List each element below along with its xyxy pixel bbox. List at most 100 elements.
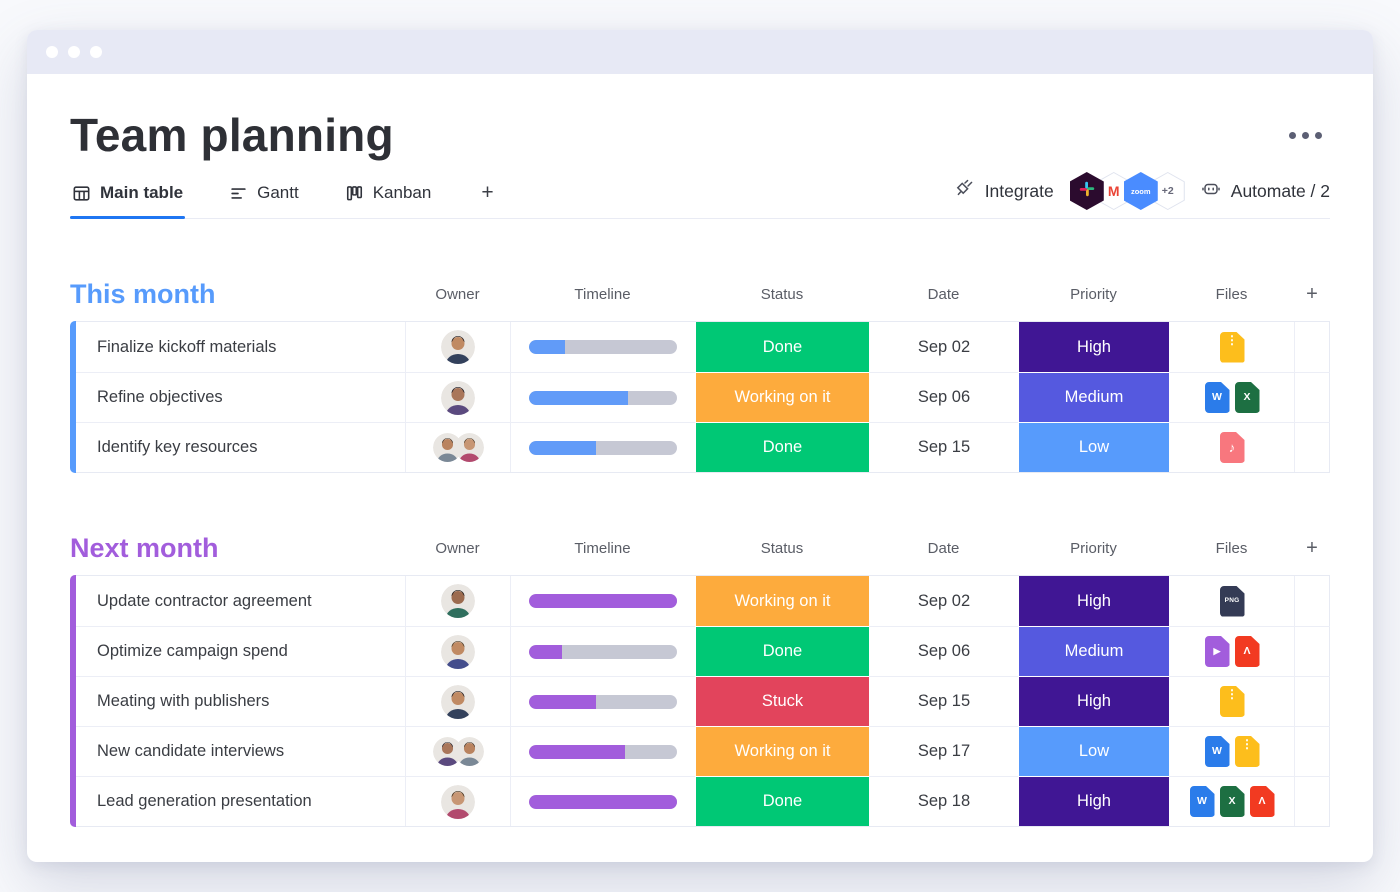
status-chip[interactable]: Done	[695, 626, 869, 676]
board-menu-button[interactable]	[1281, 122, 1330, 149]
word-file-icon[interactable]: W	[1189, 786, 1215, 817]
date-cell[interactable]: Sep 02	[869, 322, 1018, 372]
status-chip[interactable]: Done	[695, 422, 869, 472]
owner-cell[interactable]	[405, 576, 510, 626]
tab-main-table[interactable]: Main table	[70, 177, 186, 219]
group-title[interactable]: Next month	[70, 532, 219, 563]
timeline-cell[interactable]	[510, 676, 695, 726]
timeline-fill	[529, 594, 677, 608]
priority-chip[interactable]: Medium	[1018, 626, 1169, 676]
date-cell[interactable]: Sep 06	[869, 626, 1018, 676]
zoom-integration-badge[interactable]: zoom	[1123, 172, 1158, 210]
window-control-dot[interactable]	[46, 46, 58, 58]
view-tabs-bar: Main table Gantt	[70, 172, 1330, 219]
owner-cell[interactable]	[405, 676, 510, 726]
date-cell[interactable]: Sep 17	[869, 726, 1018, 776]
zip-file-icon[interactable]: ⋮	[1219, 686, 1245, 717]
date-cell[interactable]: Sep 02	[869, 576, 1018, 626]
integrate-button[interactable]: Integrate	[955, 179, 1054, 204]
add-column-button[interactable]: +	[1306, 282, 1318, 305]
owner-cell[interactable]	[405, 372, 510, 422]
date-cell[interactable]: Sep 15	[869, 676, 1018, 726]
date-cell[interactable]: Sep 15	[869, 422, 1018, 472]
owner-avatar	[441, 684, 475, 719]
owner-cell[interactable]	[405, 422, 510, 472]
timeline-cell[interactable]	[510, 776, 695, 826]
priority-chip[interactable]: Low	[1018, 726, 1169, 776]
audio-file-icon[interactable]: ♪	[1219, 432, 1245, 463]
owner-cell[interactable]	[405, 726, 510, 776]
owner-cell[interactable]	[405, 776, 510, 826]
files-cell[interactable]: ⋮	[1169, 322, 1294, 372]
video-file-icon[interactable]: ▶	[1204, 636, 1230, 667]
date-cell[interactable]: Sep 18	[869, 776, 1018, 826]
add-view-button[interactable]: +	[481, 181, 494, 204]
status-chip[interactable]: Done	[695, 776, 869, 826]
priority-chip[interactable]: Medium	[1018, 372, 1169, 422]
files-cell[interactable]: W ⋮	[1169, 726, 1294, 776]
files-cell[interactable]: ♪	[1169, 422, 1294, 472]
group-title[interactable]: This month	[70, 278, 216, 309]
column-header-files: Files	[1215, 285, 1248, 303]
word-file-icon[interactable]: W	[1204, 736, 1230, 767]
task-name[interactable]: Optimize campaign spend	[76, 626, 405, 676]
timeline-cell[interactable]	[510, 576, 695, 626]
integration-badges: M zoom +2	[1069, 172, 1185, 210]
task-name[interactable]: Refine objectives	[76, 372, 405, 422]
pdf-file-icon[interactable]: Λ	[1249, 786, 1275, 817]
status-chip[interactable]: Stuck	[695, 676, 869, 726]
add-column-button[interactable]: +	[1306, 536, 1318, 559]
files-cell[interactable]: ⋮	[1169, 676, 1294, 726]
owner-avatar	[441, 380, 475, 415]
status-chip[interactable]: Working on it	[695, 576, 869, 626]
status-chip[interactable]: Working on it	[695, 726, 869, 776]
window-control-dot[interactable]	[90, 46, 102, 58]
zip-file-icon[interactable]: ⋮	[1219, 331, 1245, 363]
timeline-cell[interactable]	[510, 322, 695, 372]
zip-file-icon[interactable]: ⋮	[1234, 736, 1260, 767]
task-name[interactable]: Identify key resources	[76, 422, 405, 472]
automate-button[interactable]: Automate / 2	[1201, 179, 1330, 204]
pdf-file-icon[interactable]: Λ	[1234, 636, 1260, 667]
table-row: New candidate interviews Working on it S…	[76, 726, 1330, 776]
owner-avatar	[432, 433, 462, 462]
timeline-cell[interactable]	[510, 726, 695, 776]
tab-kanban[interactable]: Kanban	[343, 177, 434, 218]
priority-chip[interactable]: High	[1018, 676, 1169, 726]
task-name[interactable]: Lead generation presentation	[76, 776, 405, 826]
date-cell[interactable]: Sep 06	[869, 372, 1018, 422]
timeline-cell[interactable]	[510, 422, 695, 472]
priority-chip[interactable]: High	[1018, 776, 1169, 826]
timeline-cell[interactable]	[510, 372, 695, 422]
status-chip[interactable]: Working on it	[695, 372, 869, 422]
png-file-icon[interactable]: PNG	[1219, 585, 1245, 617]
ellipsis-icon	[1289, 131, 1296, 139]
files-cell[interactable]: PNG	[1169, 576, 1294, 626]
word-file-icon[interactable]: W	[1204, 382, 1230, 413]
column-header-files: Files	[1215, 539, 1248, 557]
ellipsis-icon	[1315, 131, 1322, 139]
excel-file-icon[interactable]: X	[1219, 786, 1245, 817]
task-name[interactable]: New candidate interviews	[76, 726, 405, 776]
task-name[interactable]: Finalize kickoff materials	[97, 337, 277, 356]
tab-gantt[interactable]: Gantt	[227, 177, 301, 218]
task-name[interactable]: Update contractor agreement	[97, 591, 312, 610]
slack-integration-badge[interactable]	[1069, 172, 1104, 210]
status-chip[interactable]: Done	[695, 322, 869, 372]
files-cell[interactable]: ▶ Λ	[1169, 626, 1294, 676]
timeline-cell[interactable]	[510, 626, 695, 676]
group-color-stripe	[70, 321, 76, 473]
priority-chip[interactable]: High	[1018, 576, 1169, 626]
timeline-fill	[529, 744, 626, 759]
timeline-bar	[529, 794, 677, 809]
excel-file-icon[interactable]: X	[1234, 382, 1260, 413]
owner-cell[interactable]	[405, 626, 510, 676]
priority-chip[interactable]: Low	[1018, 422, 1169, 472]
priority-chip[interactable]: High	[1018, 322, 1169, 372]
task-name[interactable]: Meating with publishers	[76, 676, 405, 726]
empty-cell	[1294, 776, 1330, 826]
window-control-dot[interactable]	[68, 46, 80, 58]
owner-cell[interactable]	[405, 322, 510, 372]
